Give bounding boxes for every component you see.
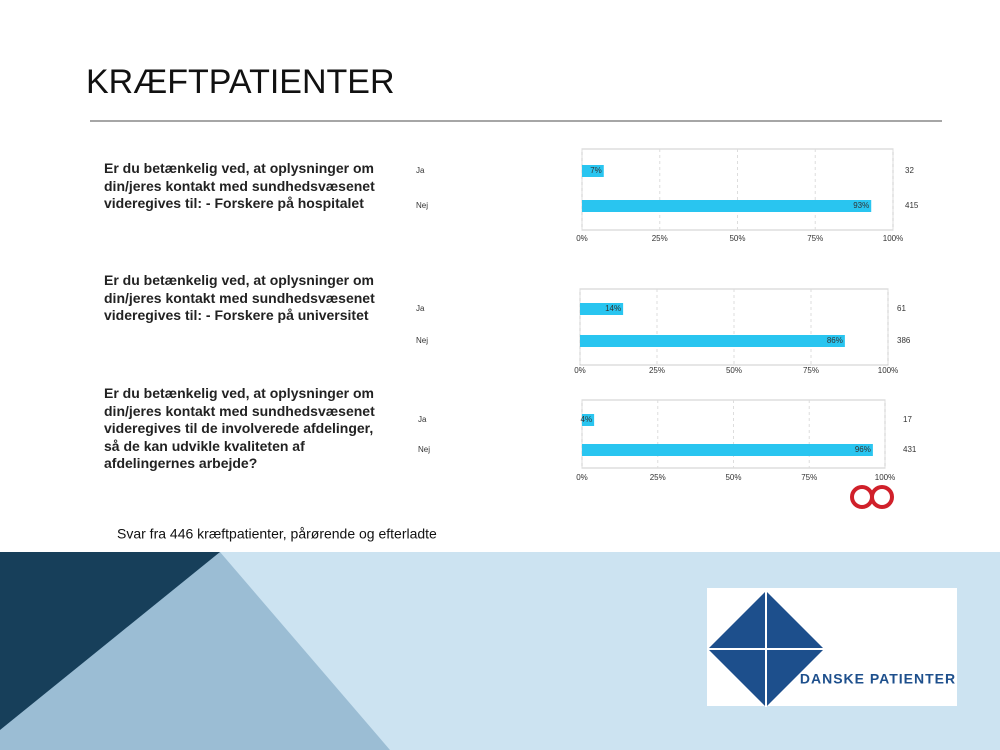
value-label: 96% xyxy=(855,445,871,454)
x-tick-label: 0% xyxy=(576,473,588,482)
x-tick-label: 75% xyxy=(803,366,819,375)
category-label: Ja xyxy=(416,304,425,313)
x-tick-label: 0% xyxy=(574,366,586,375)
bar xyxy=(580,335,845,347)
slide-title: KRÆFTPATIENTER xyxy=(86,63,395,101)
x-tick-label: 50% xyxy=(725,473,741,482)
x-tick-label: 100% xyxy=(875,473,895,482)
x-tick-label: 100% xyxy=(883,234,903,243)
footer-shape-dark xyxy=(0,552,220,730)
x-tick-label: 0% xyxy=(576,234,588,243)
x-tick-label: 25% xyxy=(650,473,666,482)
value-label: 14% xyxy=(605,304,621,313)
count-label: 415 xyxy=(905,201,919,210)
question: Er du betænkelig ved, at oplysninger om … xyxy=(104,160,375,211)
value-label: 86% xyxy=(827,336,843,345)
category-label: Nej xyxy=(416,336,428,345)
category-label: Nej xyxy=(418,445,430,454)
bar xyxy=(582,444,873,456)
category-label: Ja xyxy=(418,415,427,424)
bar xyxy=(582,414,595,426)
x-tick-label: 25% xyxy=(649,366,665,375)
question: Er du betænkelig ved, at oplysninger om … xyxy=(104,272,375,323)
bar xyxy=(582,165,604,177)
value-label: 7% xyxy=(590,166,602,175)
x-tick-label: 100% xyxy=(878,366,898,375)
plot-frame xyxy=(581,399,886,469)
count-label: 386 xyxy=(897,336,911,345)
count-label: 17 xyxy=(903,415,912,424)
partner-logo xyxy=(850,485,894,509)
count-label: 61 xyxy=(897,304,906,313)
x-tick-label: 75% xyxy=(801,473,817,482)
value-label: 4% xyxy=(581,415,593,424)
x-tick-label: 50% xyxy=(726,366,742,375)
category-label: Ja xyxy=(416,166,425,175)
bar xyxy=(580,303,624,315)
x-tick-label: 75% xyxy=(807,234,823,243)
logo-text: DANSKE PATIENTER xyxy=(800,671,956,687)
value-label: 93% xyxy=(853,201,869,210)
x-tick-label: 50% xyxy=(729,234,745,243)
bar xyxy=(582,200,872,212)
category-label: Nej xyxy=(416,201,428,210)
count-label: 431 xyxy=(903,445,917,454)
footnote: Svar fra 446 kræftpatienter, pårørende o… xyxy=(117,526,437,542)
question: Er du betænkelig ved, at oplysninger om … xyxy=(104,385,375,471)
count-label: 32 xyxy=(905,166,914,175)
x-tick-label: 25% xyxy=(652,234,668,243)
